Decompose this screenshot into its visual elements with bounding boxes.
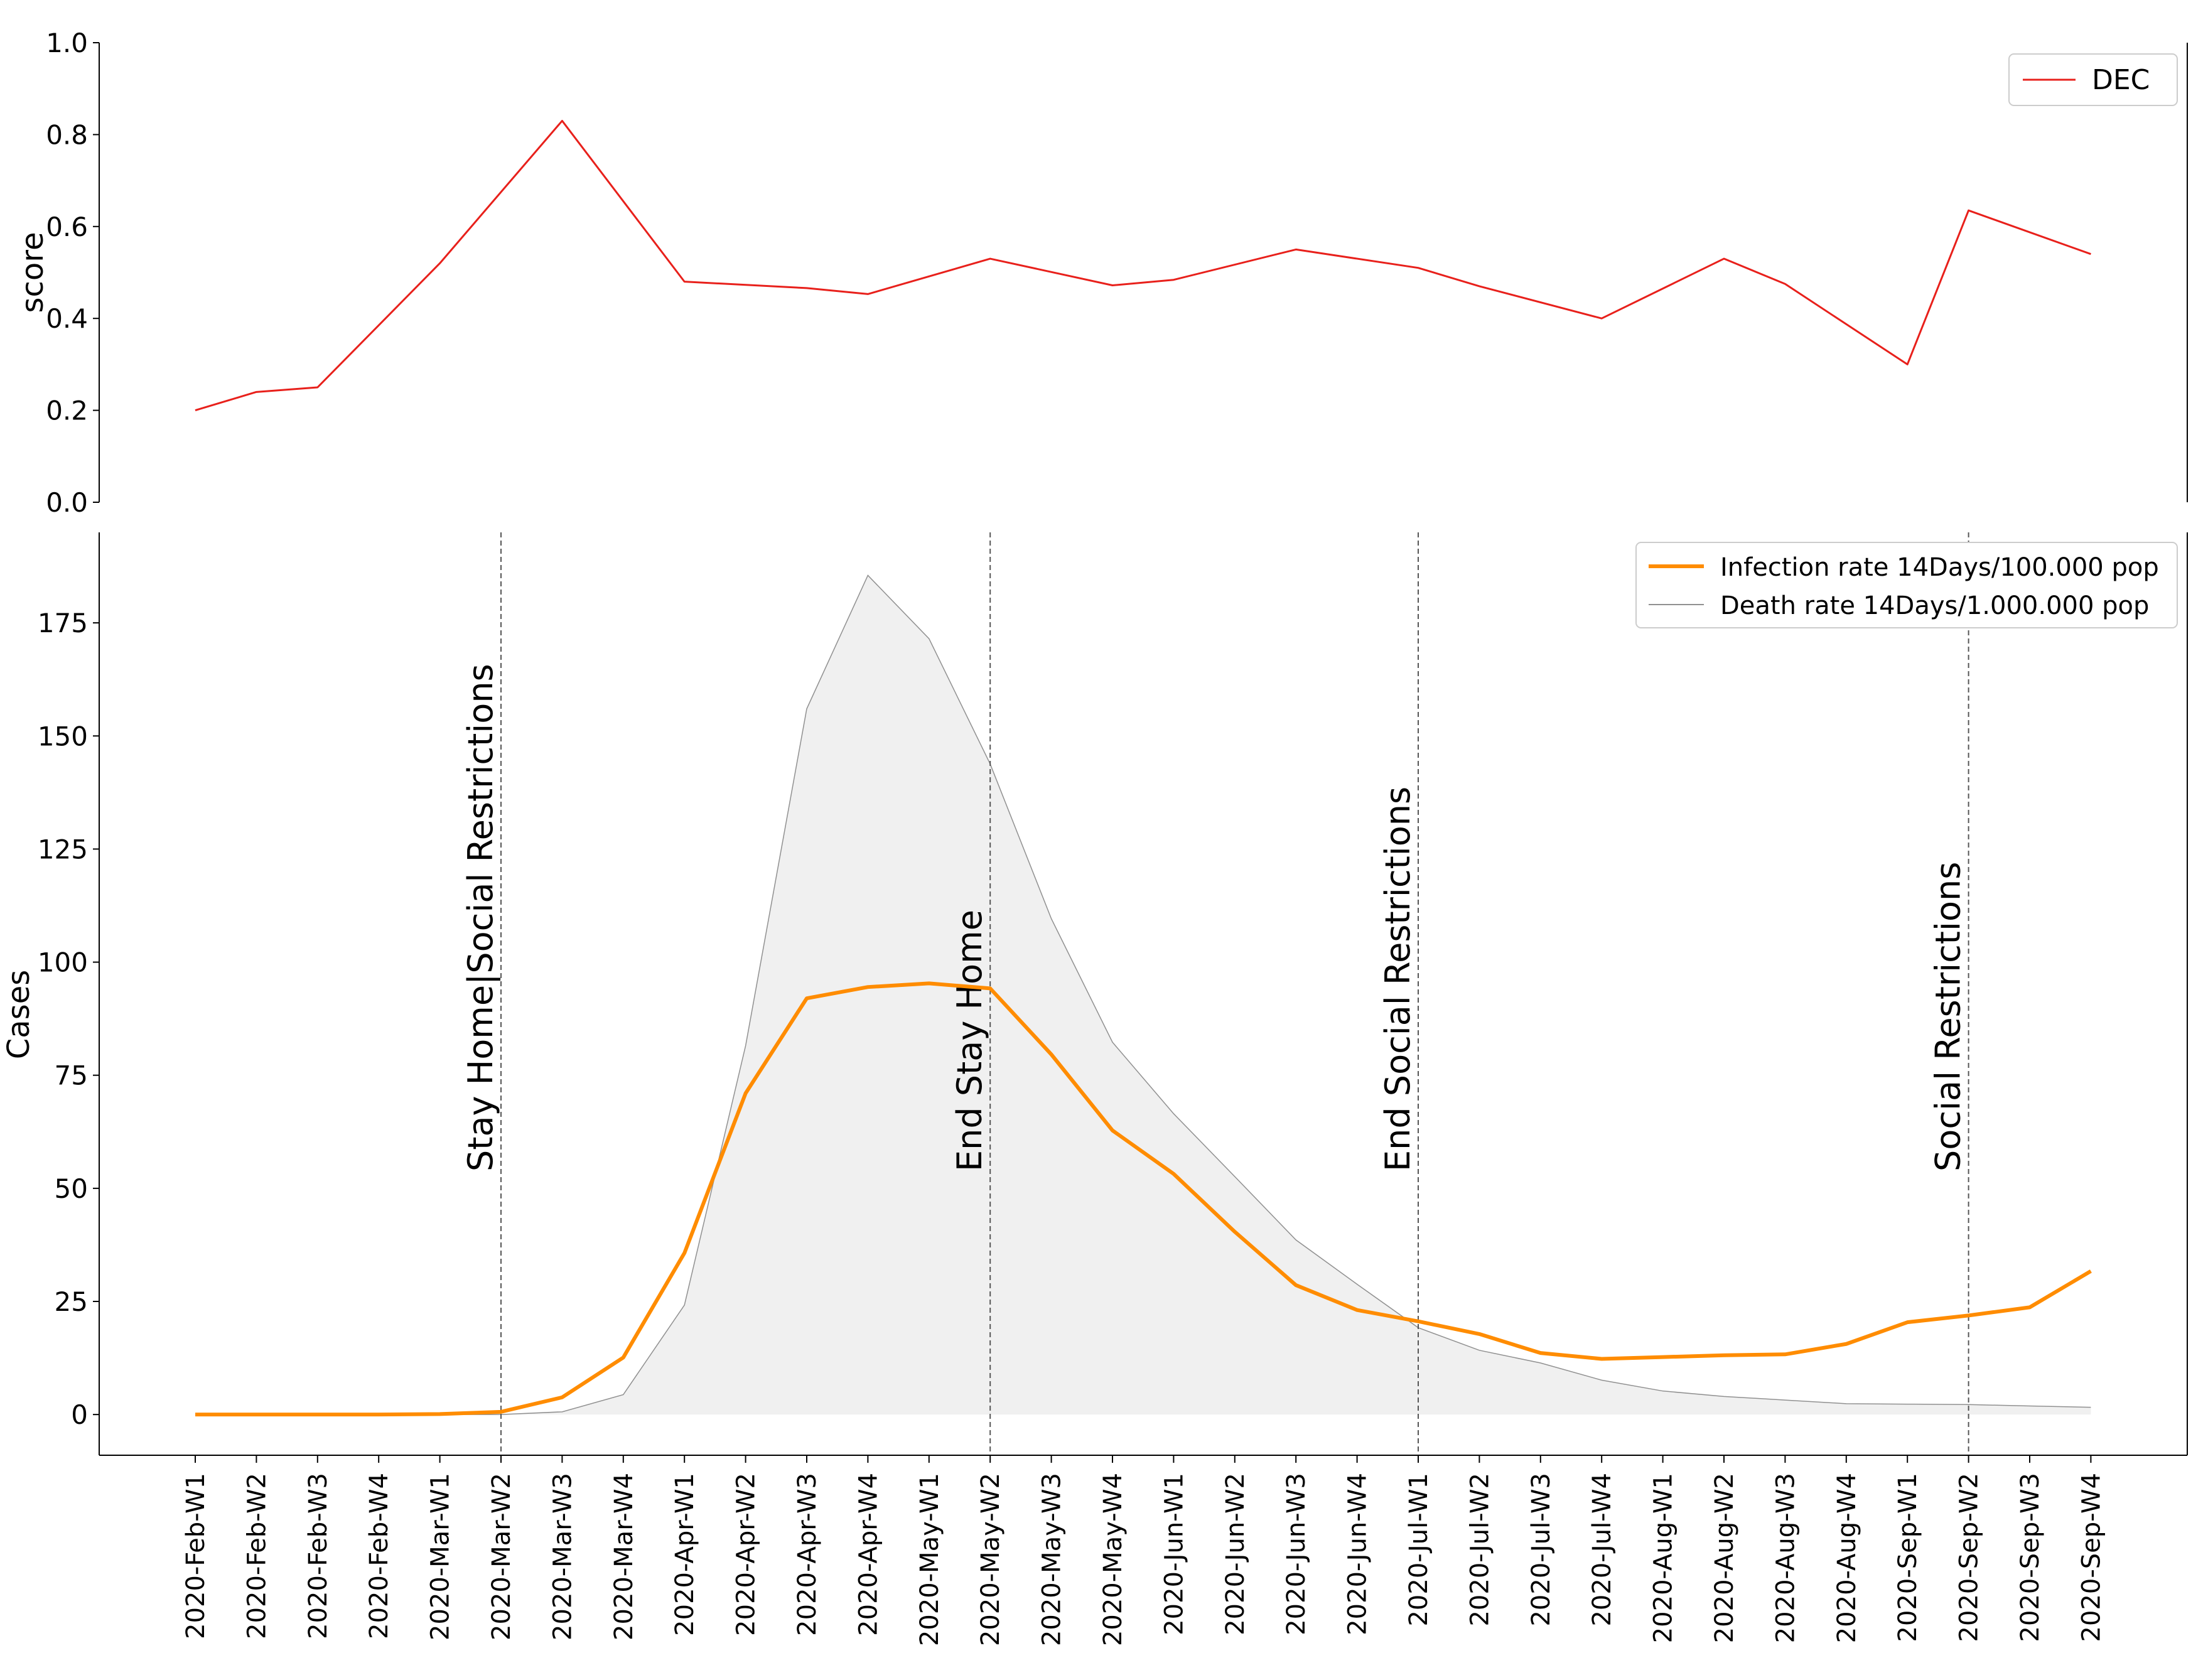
x-tick-label: 2020-Jul-W1: [1404, 1473, 1433, 1627]
x-tick-label: 2020-Sep-W2: [1955, 1473, 1984, 1642]
death-rate-area: [195, 575, 2091, 1415]
dec-series-line: [195, 119, 2091, 412]
score-y-tick-label: 0.2: [46, 396, 88, 426]
score-y-tick-label: 0.8: [46, 119, 88, 150]
cases-y-tick-label: 125: [38, 834, 88, 864]
score-y-tick-label: 0.6: [46, 212, 88, 242]
score-legend: DEC: [2008, 53, 2178, 106]
cases-y-tick-label: 150: [38, 721, 88, 751]
x-tick-label: 2020-Jun-W1: [1160, 1473, 1188, 1635]
event-label: Stay Home|Social Restrictions: [461, 664, 500, 1171]
x-tick-label: 2020-Jun-W4: [1344, 1473, 1372, 1635]
death-rate-line: [195, 574, 2091, 1415]
cases-legend-box: [1635, 542, 2178, 628]
score-y-tick-label: 0.0: [46, 487, 88, 518]
event-lines: Stay Home|Social Restrictions End Stay Ho…: [461, 532, 1969, 1455]
x-tick-label: 2020-Feb-W3: [304, 1473, 333, 1639]
x-tick-label: 2020-May-W1: [915, 1473, 944, 1646]
x-tick-label: 2020-Sep-W3: [2016, 1473, 2045, 1642]
legend-infection-label: Infection rate 14Days/100.000 pop: [1720, 553, 2159, 582]
x-tick-label: 2020-Apr-W1: [670, 1473, 699, 1636]
event-label: End Social Restrictions: [1378, 787, 1418, 1171]
x-tick-label: 2020-May-W3: [1038, 1473, 1067, 1646]
score-plot-area: [99, 43, 2187, 502]
cases-y-ticks: 0 25 50 75 100 125 150 175: [38, 608, 99, 1430]
x-tick-label: 2020-Aug-W4: [1833, 1473, 1861, 1643]
cases-y-tick-label: 75: [55, 1060, 88, 1091]
x-tick-label: 2020-May-W2: [976, 1473, 1005, 1646]
score-y-tick-label: 0.4: [46, 303, 88, 334]
cases-legend: Infection rate 14Days/100.000 pop Death …: [1635, 542, 2178, 628]
x-tick-label: 2020-Mar-W4: [610, 1473, 638, 1640]
x-tick-label: 2020-Sep-W4: [2077, 1473, 2106, 1642]
event-label: Social Restrictions: [1929, 862, 1968, 1171]
x-tick-label: 2020-Sep-W1: [1893, 1473, 1922, 1642]
cases-panel: Stay Home|Social Restrictions End Stay Ho…: [1, 532, 2188, 1646]
x-tick-label: 2020-Feb-W4: [365, 1473, 394, 1639]
x-tick-label: 2020-Aug-W1: [1649, 1473, 1678, 1643]
event-label: End Stay Home: [950, 910, 989, 1171]
x-tick-label: 2020-Mar-W1: [426, 1473, 455, 1640]
x-tick-label: 2020-Jul-W2: [1465, 1473, 1494, 1627]
cases-y-tick-label: 100: [38, 947, 88, 978]
cases-y-tick-label: 175: [38, 608, 88, 638]
legend-death-label: Death rate 14Days/1.000.000 pop: [1720, 591, 2149, 620]
x-tick-label: 2020-Jul-W4: [1588, 1473, 1617, 1627]
score-panel: 0.0 0.2 0.4 0.6 0.8 1.0 score DEC: [15, 28, 2188, 518]
legend-dec-label: DEC: [2092, 64, 2150, 96]
x-tick-label: 2020-Jul-W3: [1527, 1473, 1556, 1627]
x-tick-label: 2020-Feb-W2: [242, 1473, 271, 1639]
x-axis-ticks: 2020-Feb-W1 2020-Feb-W2 2020-Feb-W3 2020-Fe…: [181, 1455, 2106, 1646]
x-tick-label: 2020-Apr-W3: [793, 1473, 822, 1636]
score-legend-box: [2008, 53, 2178, 106]
cases-y-tick-label: 25: [55, 1286, 88, 1317]
score-y-tick-label: 1.0: [46, 28, 88, 58]
score-y-axis-label: score: [15, 232, 50, 313]
x-tick-label: 2020-Aug-W2: [1710, 1473, 1739, 1643]
x-tick-label: 2020-Mar-W3: [548, 1473, 577, 1640]
x-tick-label: 2020-Apr-W2: [732, 1473, 761, 1636]
infection-rate-line: [195, 981, 2092, 1417]
x-tick-label: 2020-Feb-W1: [181, 1473, 210, 1639]
cases-y-axis-label: Cases: [1, 970, 36, 1059]
cases-y-tick-label: 50: [55, 1173, 88, 1204]
score-y-ticks: 0.0 0.2 0.4 0.6 0.8 1.0: [46, 28, 99, 518]
x-tick-label: 2020-Apr-W4: [854, 1473, 883, 1636]
x-tick-label: 2020-Mar-W2: [487, 1473, 516, 1640]
x-tick-label: 2020-Aug-W3: [1771, 1473, 1800, 1643]
x-tick-label: 2020-Jun-W3: [1282, 1473, 1311, 1635]
cases-y-tick-label: 0: [71, 1399, 88, 1430]
x-tick-label: 2020-Jun-W2: [1221, 1473, 1250, 1635]
x-tick-label: 2020-May-W4: [1099, 1473, 1128, 1646]
